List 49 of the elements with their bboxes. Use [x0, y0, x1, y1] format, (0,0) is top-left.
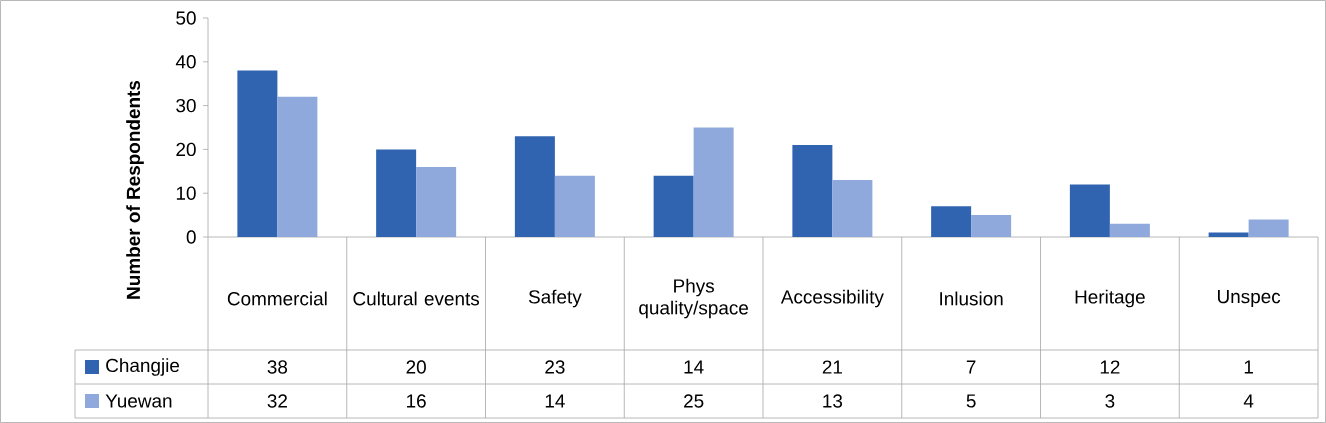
x-tick-label: Inlusion: [940, 291, 1003, 306]
y-tick-label: 50: [176, 11, 196, 25]
data-label: 20: [406, 360, 426, 374]
data-label: 25: [684, 394, 704, 408]
data-label: 12: [1100, 360, 1120, 374]
bar: [1248, 219, 1289, 237]
data-label: 3: [1105, 394, 1115, 408]
data-label: 16: [407, 394, 426, 408]
bar: [1069, 184, 1110, 237]
bar: [1109, 223, 1150, 237]
bar: [693, 127, 734, 237]
bar: [376, 149, 417, 237]
x-tick-label: Commercial: [227, 291, 327, 306]
bar: [554, 175, 595, 237]
data-label: 21: [822, 360, 842, 374]
data-label: 5: [966, 394, 976, 408]
bar: [416, 166, 457, 237]
data-label: 4: [1243, 394, 1254, 408]
y-tick-label: 40: [175, 55, 196, 69]
x-tick-label: Accessibility: [780, 289, 884, 308]
data-label: 1: [1244, 360, 1253, 374]
data-label: 38: [267, 360, 288, 374]
bar: [277, 96, 318, 237]
data-label: 23: [545, 360, 565, 374]
data-label: 7: [966, 360, 976, 374]
x-tick-label: Heritage: [1075, 289, 1145, 308]
x-tick-label: Safety: [528, 289, 582, 308]
x-tick-label: Unspec: [1217, 290, 1281, 307]
bar: [832, 180, 873, 237]
y-tick-label: 0: [186, 230, 196, 244]
y-tick-label: 20: [176, 142, 196, 157]
bar: [931, 206, 972, 237]
legend-label: Yuewan: [105, 394, 172, 408]
x-tick-label: Cultural events: [353, 291, 480, 306]
bar: [653, 175, 694, 237]
legend-label: Changjie: [106, 358, 180, 376]
data-label: 32: [267, 394, 287, 408]
bar: [237, 70, 278, 237]
bar: [792, 145, 833, 237]
y-tick-label: 30: [176, 98, 196, 113]
x-tick-label: Phys quality/space: [639, 278, 749, 319]
bar: [1208, 232, 1249, 237]
bar: [514, 136, 555, 237]
y-axis-title: Number of Respondents: [126, 80, 144, 299]
bar: [971, 215, 1012, 237]
data-label: 14: [545, 394, 565, 408]
data-label: 13: [823, 394, 843, 408]
y-tick-label: 10: [176, 186, 196, 200]
data-label: 14: [684, 360, 704, 374]
